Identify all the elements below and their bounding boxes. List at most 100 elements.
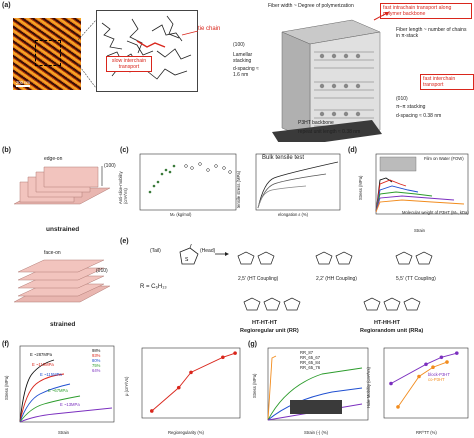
- intrachain-arrow: [373, 11, 390, 21]
- scale-bar-label: 200 nm: [16, 80, 30, 85]
- rr-name: HT-HT-HT: [252, 320, 278, 326]
- face-on-drawing: [13, 259, 111, 303]
- plane-010-label: (010): [396, 96, 408, 102]
- strained-label: strained: [50, 321, 76, 328]
- panel-c-left-chart: [139, 153, 237, 211]
- g-co-point: [431, 365, 435, 370]
- tie-chain-arrow: [181, 30, 199, 36]
- panel-c-label: (c): [120, 147, 129, 154]
- fiber-width-note: Fiber width ~ Degree of polymerization: [268, 3, 354, 9]
- polymer-chains-drawing: [101, 15, 192, 80]
- svg-text:S: S: [185, 257, 189, 263]
- edge-on-drawing: [13, 166, 111, 205]
- plane-100-label: (100): [233, 42, 245, 48]
- fiber-stack-drawing: [272, 19, 382, 142]
- f-mobility-line: [151, 352, 236, 412]
- c-right-xlabel: elongation ε (%): [278, 212, 309, 217]
- pi-dspacing: d-spacing ≈ 0.38 nm: [396, 113, 442, 119]
- tie-chain-line: [136, 40, 166, 48]
- rra-sub: Regiorandom unit (RRa): [360, 328, 424, 334]
- head-label: (Head): [200, 248, 216, 254]
- plane-010-b: (010): [96, 268, 108, 274]
- f-legend-item: 75%: [92, 363, 101, 368]
- panel-f-label: (f): [2, 341, 9, 348]
- g-legend: RR_87 RR_65_67 RR_65_84 RR_65_76: [300, 350, 320, 370]
- zoom-lines: [78, 19, 96, 89]
- g-right-xlabel: RR^TT (%): [416, 430, 437, 435]
- g-right-legend-item: block-P3HT: [428, 372, 450, 377]
- d-xlabel: Strain: [414, 228, 425, 233]
- panel-e-label: (e): [120, 238, 129, 245]
- f-legend-item: 64%: [92, 368, 101, 373]
- tt-coupling: 5,5' (TT Coupling): [396, 276, 436, 282]
- f-right-ylabel: μ (cm²/Vs): [124, 376, 129, 396]
- face-on-label: face-on: [44, 250, 61, 256]
- c-right-title: Bulk tensile test: [262, 155, 305, 161]
- rr-sub: Regioregular unit (RR): [240, 328, 299, 334]
- f-legend: 98% 93% 80% 75% 64%: [92, 348, 100, 373]
- g-legend-item: RR_87: [300, 350, 314, 355]
- f-left-xlabel: Strain: [58, 430, 69, 435]
- f-modulus-1: E ~287MPa: [30, 352, 52, 357]
- c-right-ylabel: tensile stress (MPa): [236, 171, 241, 208]
- f-modulus-4: E ~67MPa: [48, 388, 68, 393]
- c-left-xlabel: Mₙ (kg/mol): [170, 212, 192, 217]
- g-block-point: [439, 355, 444, 360]
- tail-label: (Tail): [150, 248, 161, 254]
- panel-f-right-chart: [141, 347, 241, 419]
- slow-interchain-box: slow interchain transport: [106, 56, 152, 72]
- g-right-legend: block-P3HT co-P3HT: [428, 372, 450, 382]
- g-co-point: [417, 374, 421, 379]
- fow-inset-photo: [379, 156, 417, 172]
- f-mobility-point: [150, 409, 154, 413]
- hh-coupling: 2,2' (HH Coupling): [316, 276, 357, 282]
- g-block-line: [390, 352, 457, 384]
- f-legend-item: 98%: [92, 348, 101, 353]
- f-left-ylabel: Stress (MPa): [4, 375, 9, 400]
- g-right-legend-item: co-P3HT: [428, 377, 445, 382]
- r-definition: R = C₆H₁₃: [140, 284, 167, 290]
- tie-chain-label: tie chain: [198, 26, 221, 32]
- panel-c-right-chart: [255, 153, 341, 211]
- g-co-line: [397, 361, 448, 408]
- f-modulus-3: E ~115MPa: [40, 372, 62, 377]
- plane-100-b: (100): [104, 163, 116, 169]
- g-legend-item: RR_65_84: [300, 360, 321, 365]
- g-co-point: [396, 405, 400, 409]
- panel-d-chart: [375, 153, 469, 215]
- rra-name: HT-HH-HT: [374, 320, 400, 326]
- c-left-ylabel: Anti-slice-mobility (cm²/Vs): [118, 171, 128, 204]
- fast-intrachain-box: fast intrachain transport along polymer …: [380, 3, 472, 19]
- d-ylabel: Stress (MPa): [358, 175, 363, 200]
- triad-structures: [243, 297, 421, 311]
- backbone-label: P3HT backbone: [298, 120, 334, 126]
- zoom-box: [35, 40, 61, 66]
- panel-a-label: (a): [2, 2, 11, 9]
- f-mobility-point: [176, 385, 181, 390]
- f-right-xlabel: Regioregularity (%): [168, 430, 204, 435]
- g-left-ylabel: Stress (MPa): [252, 373, 257, 398]
- chain-schematic: [96, 10, 198, 92]
- g-legend-item: RR_65_67: [300, 355, 321, 360]
- unstrained-label: unstrained: [46, 226, 80, 233]
- d-legend-title: Molecular weight of P3HT (Mₙ, kDa): [402, 210, 469, 215]
- edge-on-label: edge-on: [44, 156, 63, 162]
- g-legend-item: RR_65_76: [300, 365, 321, 370]
- g-block-point: [424, 362, 428, 367]
- panel-d-label: (d): [348, 147, 357, 154]
- coupling-structures: [237, 251, 433, 265]
- ht-coupling: 2,5' (HT Coupling): [238, 276, 279, 282]
- f-modulus-5: E ~13MPa: [60, 402, 80, 407]
- f-legend-item: 93%: [92, 353, 101, 358]
- fast-interchain-box: fast interchain transport: [420, 74, 474, 90]
- scale-bar: [16, 85, 30, 87]
- f-mobility-point: [221, 355, 225, 360]
- panel-f-left-chart: [19, 345, 115, 423]
- g-left-xlabel: Strain (-) (%): [304, 430, 328, 435]
- f-mobility-point: [189, 370, 193, 375]
- f-mobility-point: [233, 351, 237, 355]
- f-legend-item: 80%: [92, 358, 101, 363]
- panel-g-label: (g): [248, 341, 257, 348]
- g-inset-photo: [290, 400, 342, 414]
- thiophene-monomer: S: [179, 244, 199, 265]
